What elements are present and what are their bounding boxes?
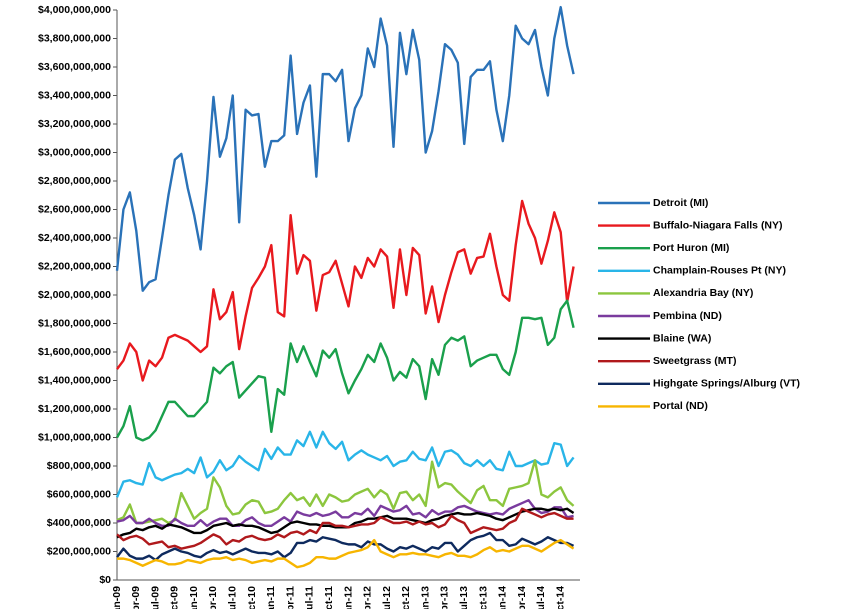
y-tick-label: $4,000,000,000 xyxy=(38,4,111,16)
x-tick-label: Oct-12 xyxy=(400,586,412,609)
y-tick-label: $200,000,000 xyxy=(47,545,111,557)
x-tick-label: Apr-13 xyxy=(439,586,451,609)
x-tick-label: Jan-10 xyxy=(188,586,200,609)
y-tick-label: $600,000,000 xyxy=(47,488,111,500)
series-line xyxy=(117,538,575,569)
legend-label: Buffalo-Niagara Falls (NY) xyxy=(653,219,783,231)
legend-label: Portal (ND) xyxy=(653,400,708,412)
y-tick-label: $2,400,000,000 xyxy=(38,232,111,244)
series-line xyxy=(116,199,575,382)
x-tick-label: Jan-09 xyxy=(111,586,123,609)
series-line xyxy=(115,299,575,442)
x-tick-label: Jul-12 xyxy=(381,586,393,609)
x-tick-label: Jan-12 xyxy=(342,586,354,609)
y-tick-label: $3,400,000,000 xyxy=(38,89,111,101)
y-tick-label: $3,000,000,000 xyxy=(38,146,111,158)
y-tick-label: $3,800,000,000 xyxy=(38,32,111,44)
legend-label: Sweetgrass (MT) xyxy=(653,355,736,367)
y-tick-label: $3,200,000,000 xyxy=(38,118,111,130)
x-tick-label: Oct-11 xyxy=(323,586,335,609)
y-tick-label: $2,600,000,000 xyxy=(38,203,111,215)
y-tick-label: $2,000,000,000 xyxy=(38,289,111,301)
x-tick-label: Jan-13 xyxy=(419,586,431,609)
x-tick-label: Jan-11 xyxy=(265,586,277,609)
y-tick-label: $1,200,000,000 xyxy=(38,403,111,415)
x-tick-label: Jul-10 xyxy=(227,586,239,609)
y-tick-label: $400,000,000 xyxy=(47,517,111,529)
y-tick-label: $2,800,000,000 xyxy=(38,175,111,187)
series-line xyxy=(116,507,574,550)
y-tick-label: $1,600,000,000 xyxy=(38,346,111,358)
legend-label: Port Huron (MI) xyxy=(653,242,729,254)
x-tick-label: Oct-10 xyxy=(246,586,258,609)
x-tick-label: Jul-09 xyxy=(149,586,161,609)
x-tick-label: Oct-09 xyxy=(169,586,181,609)
legend-label: Highgate Springs/Alburg (VT) xyxy=(653,378,800,390)
legend-label: Detroit (MI) xyxy=(653,197,708,209)
x-tick-label: Oct-14 xyxy=(554,586,566,609)
x-tick-label: Apr-09 xyxy=(130,586,142,609)
legend-label: Alexandria Bay (NY) xyxy=(653,287,753,299)
y-tick-label: $1,400,000,000 xyxy=(38,374,111,386)
x-tick-label: Oct-13 xyxy=(477,586,489,609)
y-tick-label: $0 xyxy=(99,574,111,586)
series-line xyxy=(116,499,574,528)
x-tick-label: Jul-14 xyxy=(535,586,547,609)
x-tick-label: Jul-11 xyxy=(304,586,316,609)
x-tick-label: Apr-11 xyxy=(284,586,296,609)
y-tick-label: $800,000,000 xyxy=(47,460,111,472)
legend-label: Blaine (WA) xyxy=(653,332,711,344)
legend-label: Pembina (ND) xyxy=(653,310,722,322)
legend-label: Champlain-Rouses Pt (NY) xyxy=(653,265,786,277)
y-tick-label: $1,000,000,000 xyxy=(38,431,111,443)
y-tick-label: $1,800,000,000 xyxy=(38,317,111,329)
x-tick-label: Jan-14 xyxy=(497,586,509,609)
x-tick-label: Apr-10 xyxy=(207,586,219,609)
y-tick-label: $3,600,000,000 xyxy=(38,61,111,73)
x-tick-label: Apr-14 xyxy=(516,586,528,609)
x-tick-label: Jul-13 xyxy=(458,586,470,609)
x-tick-label: Apr-12 xyxy=(362,586,374,609)
y-tick-label: $2,200,000,000 xyxy=(38,260,111,272)
series-line xyxy=(115,5,575,292)
series-line xyxy=(115,430,575,498)
series-line xyxy=(116,459,575,525)
series-line xyxy=(116,531,575,562)
